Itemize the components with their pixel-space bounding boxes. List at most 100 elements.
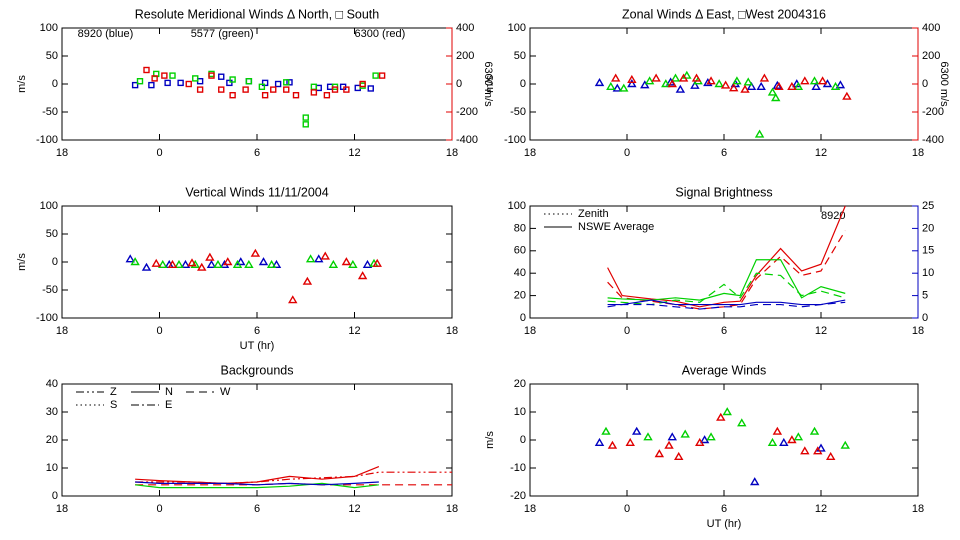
- point: [625, 437, 635, 446]
- x-tick-label: 12: [348, 503, 360, 515]
- point: [667, 432, 677, 441]
- point: [245, 77, 253, 85]
- y-tick-label: 0: [52, 78, 58, 90]
- point: [793, 432, 804, 441]
- y2-tick-label: -200: [456, 106, 478, 118]
- x-tick-label: 18: [446, 325, 458, 337]
- point: [372, 72, 379, 79]
- point: [305, 254, 316, 263]
- point: [323, 91, 331, 99]
- point: [292, 91, 300, 99]
- y2-tick-label: 25: [922, 200, 934, 212]
- x-tick-label: 18: [56, 503, 68, 515]
- x-tick-label: 0: [624, 503, 630, 515]
- point: [601, 426, 611, 435]
- legend-label: S: [110, 399, 117, 411]
- point: [771, 93, 781, 102]
- x-tick-label: 6: [254, 325, 260, 337]
- y2-tick-label: 200: [922, 50, 940, 62]
- point: [756, 81, 766, 90]
- y-tick-label: 20: [46, 434, 58, 446]
- point: [229, 91, 236, 99]
- point: [357, 271, 368, 280]
- y2-tick-label: 0: [456, 78, 462, 90]
- line: [607, 301, 846, 310]
- point: [180, 259, 191, 268]
- point: [320, 251, 330, 260]
- line: [135, 482, 379, 489]
- point: [816, 443, 826, 452]
- point: [158, 259, 168, 268]
- line: [135, 481, 379, 486]
- x-tick-label: 18: [524, 503, 536, 515]
- point: [651, 73, 661, 82]
- point: [218, 86, 225, 93]
- point: [809, 426, 820, 435]
- point: [310, 89, 318, 96]
- chart-title: Signal Brightness: [675, 185, 772, 199]
- y2-tick-label: -200: [922, 106, 944, 118]
- y2-tick-label: 15: [922, 245, 934, 257]
- y-tick-label: 40: [514, 267, 526, 279]
- x-tick-label: 18: [56, 147, 68, 159]
- point: [302, 114, 309, 121]
- y-tick-label: 40: [46, 378, 58, 390]
- legend-label: Z: [110, 386, 117, 398]
- line: [607, 299, 846, 306]
- legend-label: N: [165, 386, 173, 398]
- point: [737, 418, 747, 427]
- chart-title: Resolute Meridional Winds Δ North, □ Sou…: [135, 7, 380, 21]
- point: [208, 72, 215, 79]
- line: [135, 471, 452, 485]
- point: [348, 259, 358, 268]
- point: [825, 451, 836, 460]
- x-tick-label: 12: [815, 325, 827, 337]
- x-tick-label: 6: [721, 147, 727, 159]
- point: [793, 81, 804, 90]
- point: [772, 426, 783, 435]
- point: [331, 86, 339, 93]
- x-tick-label: 18: [446, 503, 458, 515]
- line: [135, 466, 380, 485]
- point: [706, 76, 716, 85]
- y-tick-label: 100: [508, 22, 526, 34]
- line: [135, 482, 452, 486]
- line: [607, 205, 846, 308]
- point: [244, 259, 254, 268]
- x-tick-label: 0: [156, 147, 162, 159]
- x-tick-label: 18: [446, 147, 458, 159]
- x-tick-label: 18: [524, 147, 536, 159]
- point: [594, 77, 605, 87]
- point: [594, 437, 605, 446]
- point: [314, 254, 324, 263]
- point: [631, 426, 642, 435]
- y2-tick-label: 400: [922, 22, 940, 34]
- y-axis-label: m/s: [484, 431, 496, 449]
- point: [610, 73, 621, 82]
- y2-axis-label: 6300 m/s: [482, 61, 494, 107]
- point: [754, 129, 765, 138]
- point: [174, 259, 184, 268]
- y-tick-label: 20: [514, 290, 526, 302]
- plot-frame: [61, 205, 453, 319]
- point: [817, 76, 828, 85]
- point: [187, 258, 197, 267]
- y-tick-label: -100: [36, 134, 58, 146]
- point: [800, 446, 810, 455]
- point: [759, 73, 770, 82]
- y-tick-label: 10: [46, 462, 58, 474]
- point: [840, 440, 850, 449]
- point: [141, 262, 152, 271]
- point: [213, 259, 223, 268]
- y-tick-label: -50: [42, 106, 58, 118]
- y-tick-label: -100: [36, 312, 58, 324]
- y-tick-label: 10: [514, 406, 526, 418]
- point: [743, 77, 753, 86]
- y2-tick-label: -400: [456, 134, 478, 146]
- point: [328, 259, 339, 268]
- point: [680, 429, 690, 438]
- point: [612, 83, 623, 92]
- point: [720, 80, 731, 89]
- x-tick-label: 18: [912, 147, 924, 159]
